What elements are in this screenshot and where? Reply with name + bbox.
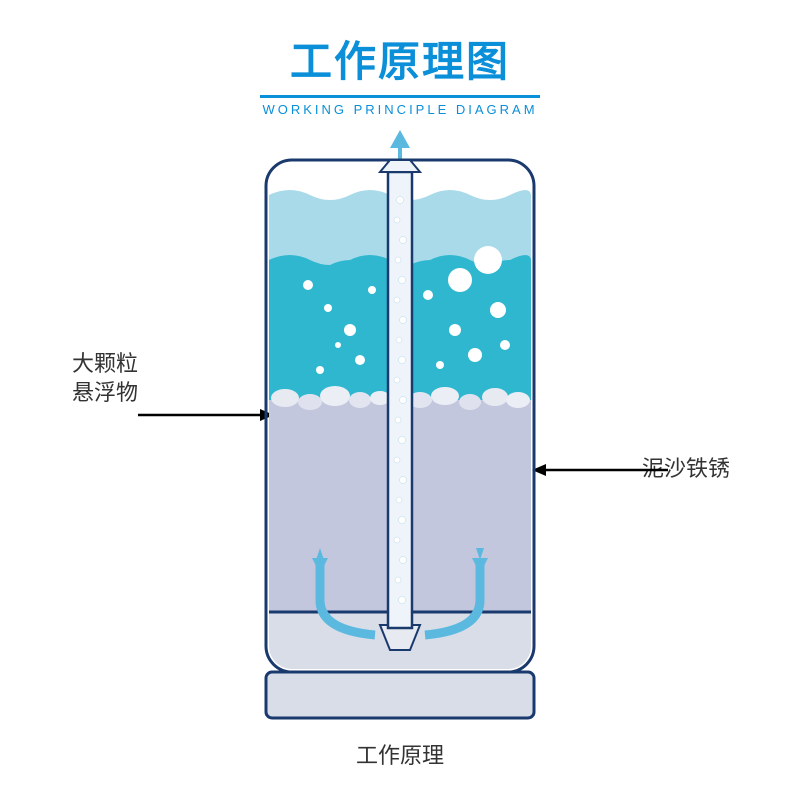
central-tube	[388, 172, 412, 628]
label-left-line1: 大颗粒	[72, 351, 138, 376]
title-main: 工作原理图	[0, 28, 800, 89]
label-arrow-right	[528, 460, 668, 482]
top-funnel	[380, 160, 420, 172]
label-large-particles: 大颗粒 悬浮物	[72, 350, 138, 407]
outlet-arrow-icon	[390, 130, 410, 148]
title-underline	[260, 95, 540, 98]
title-block: 工作原理图 WORKING PRINCIPLE DIAGRAM	[0, 0, 800, 117]
label-left-line2: 悬浮物	[72, 380, 138, 405]
filter-diagram-svg	[260, 130, 540, 730]
base-tray	[266, 672, 534, 718]
label-arrow-left	[138, 405, 278, 427]
caption-bottom: 工作原理	[356, 738, 444, 770]
diagram-container	[260, 130, 540, 720]
title-subtitle: WORKING PRINCIPLE DIAGRAM	[0, 102, 800, 117]
